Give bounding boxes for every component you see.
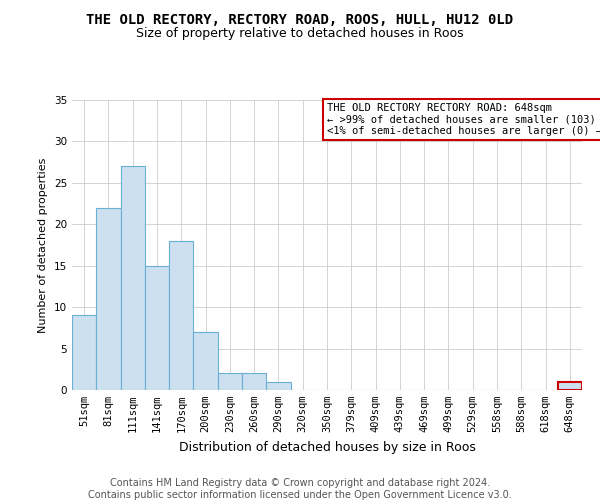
Text: Contains HM Land Registry data © Crown copyright and database right 2024.: Contains HM Land Registry data © Crown c… <box>110 478 490 488</box>
Bar <box>266 382 290 390</box>
Y-axis label: Number of detached properties: Number of detached properties <box>38 158 49 332</box>
Text: Contains public sector information licensed under the Open Government Licence v3: Contains public sector information licen… <box>88 490 512 500</box>
Text: THE OLD RECTORY, RECTORY ROAD, ROOS, HULL, HU12 0LD: THE OLD RECTORY, RECTORY ROAD, ROOS, HUL… <box>86 12 514 26</box>
X-axis label: Distribution of detached houses by size in Roos: Distribution of detached houses by size … <box>179 440 475 454</box>
Text: Size of property relative to detached houses in Roos: Size of property relative to detached ho… <box>136 28 464 40</box>
Bar <box>242 374 266 390</box>
Bar <box>96 208 121 390</box>
Bar <box>218 374 242 390</box>
Bar <box>121 166 145 390</box>
Bar <box>193 332 218 390</box>
Bar <box>558 382 582 390</box>
Bar <box>72 316 96 390</box>
Text: THE OLD RECTORY RECTORY ROAD: 648sqm
← >99% of detached houses are smaller (103): THE OLD RECTORY RECTORY ROAD: 648sqm ← >… <box>327 103 600 136</box>
Bar <box>169 241 193 390</box>
Bar <box>145 266 169 390</box>
